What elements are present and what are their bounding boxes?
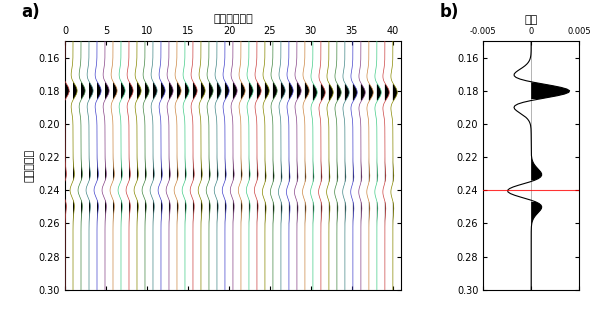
X-axis label: 入射角（度）: 入射角（度） xyxy=(213,14,253,24)
X-axis label: 振幅: 振幅 xyxy=(525,15,538,25)
Y-axis label: 时间（秒）: 时间（秒） xyxy=(24,149,34,182)
Text: a): a) xyxy=(21,3,40,21)
Text: b): b) xyxy=(440,3,459,21)
